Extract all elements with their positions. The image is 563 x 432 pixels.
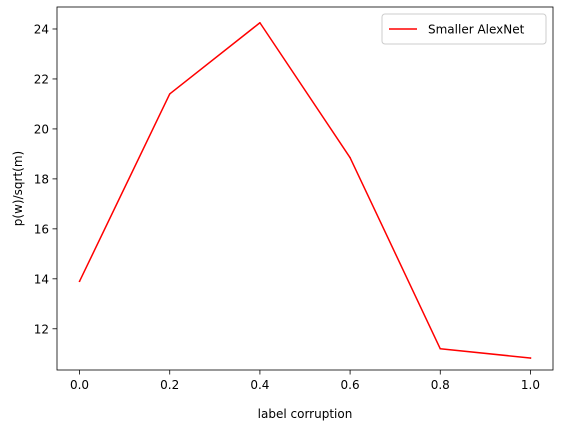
series-point [259, 22, 261, 24]
y-axis-label: p(w)/sqrt(m) [11, 151, 25, 226]
x-axis-label: label corruption [258, 407, 353, 421]
x-tick-label: 1.0 [521, 378, 540, 392]
legend-label: Smaller AlexNet [428, 23, 525, 37]
y-axis: 12 14 16 18 20 22 24 [34, 22, 57, 336]
series-point [169, 93, 171, 95]
x-tick-label: 0.8 [431, 378, 450, 392]
legend: Smaller AlexNet [382, 14, 546, 44]
y-tick-label: 18 [34, 172, 49, 186]
y-tick-label: 12 [34, 322, 49, 336]
plot-area [57, 7, 553, 370]
y-tick-label: 24 [34, 22, 49, 36]
y-tick-label: 16 [34, 222, 49, 236]
y-tick-label: 20 [34, 122, 49, 136]
plot-background [57, 7, 553, 370]
x-tick-label: 0.6 [341, 378, 360, 392]
x-axis: 0.0 0.2 0.4 0.6 0.8 1.0 [70, 370, 540, 392]
y-tick-label: 22 [34, 72, 49, 86]
y-tick-label: 14 [34, 272, 49, 286]
x-tick-label: 0.2 [160, 378, 179, 392]
series-point [79, 281, 81, 283]
x-tick-label: 0.4 [250, 378, 269, 392]
series-point [530, 357, 532, 359]
series-point [440, 348, 442, 350]
series-point [349, 157, 351, 159]
x-tick-label: 0.0 [70, 378, 89, 392]
